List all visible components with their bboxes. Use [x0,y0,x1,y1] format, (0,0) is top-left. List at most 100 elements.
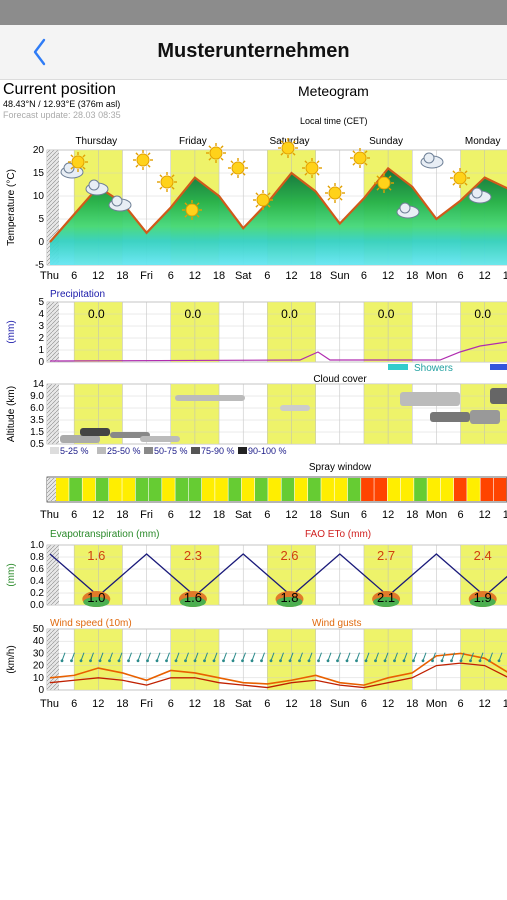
wind-barb [422,652,427,661]
wind-barb [451,652,455,661]
wind-barb [71,652,75,661]
time-axis-label: 12 [285,270,297,282]
cloud-patch [175,395,245,401]
temperature-line [49,166,507,243]
sun-icon [253,190,273,210]
evapo-ytick: 0.8 [30,552,44,563]
cloud-ytick: 9.0 [30,391,44,402]
precip-ylabel: (mm) [6,320,17,343]
time-axis-label: 18 [213,509,225,521]
cloud-patch [110,432,150,438]
temp-ytick: 0 [38,237,44,248]
time-axis-label: 18 [116,509,128,521]
time-axis-label: 18 [406,698,418,710]
evapo-past-strip [47,545,59,605]
time-axis-label: Mon [426,509,447,521]
spray-window-cell [175,478,189,501]
cloud-patch [430,412,470,422]
wind-barb [232,652,237,661]
eto-value: 2.4 [474,548,492,563]
time-axis-label: 18 [406,509,418,521]
spray-window-cell [400,478,414,501]
cloud-icon [108,195,132,212]
time-axis-label: Sat [235,270,252,282]
day-label: Friday [179,136,207,147]
wind-barb [194,652,199,661]
spray-window-cell [228,478,242,501]
evapo-ytick: 1.0 [30,540,44,551]
time-axis-label: 18 [503,270,507,282]
spray-window-cell [254,478,268,501]
cloud-ytick: 0.5 [30,439,44,450]
time-axis-label: 12 [189,698,201,710]
time-axis-label: 12 [382,270,394,282]
spray-window-cell [268,478,281,501]
precip-past-strip [47,302,59,362]
wind-barb [80,652,85,661]
time-axis-label: Fri [140,509,153,521]
time-axis-label: Fri [140,270,153,282]
wind-barb [204,652,208,661]
wind-ytick: 10 [33,673,45,684]
cloud-icon [468,187,492,204]
cloud-past-strip [47,384,59,444]
wind-ytick: 40 [33,636,45,647]
time-axis-label: 12 [479,270,491,282]
meteogram-canvas: ThursdayFridaySaturdaySundayMondayTuesda… [6,136,507,710]
time-axis-label: 12 [479,509,491,521]
cloud-icon [420,152,444,169]
wind-speed-label: Wind speed (10m) [50,618,132,629]
wind-barb [156,652,161,661]
et-bump-green [469,597,496,607]
cloud-patch [490,388,507,404]
sun-icon [450,168,470,188]
precip-ytick: 4 [38,309,44,320]
wind-barb [318,652,322,661]
spray-window-cell [334,478,348,501]
time-axis-label: 6 [71,270,77,282]
precip-ytick: 1 [38,345,44,356]
local-time-label: Local time (CET) [300,116,368,126]
temp-ytick: 10 [33,191,45,202]
time-axis-label: 18 [116,698,128,710]
time-axis-label: 12 [92,698,104,710]
wind-barb [403,652,408,661]
evapo-ytick: 0.4 [30,576,44,587]
et-bump-green [179,597,206,607]
showers-legend-swatch [388,364,408,370]
empty-area [0,720,507,900]
wind-barb [166,652,170,661]
sun-icon [157,172,177,192]
cloud-icon [396,202,420,219]
cloud-legend-swatch [50,447,59,454]
cloud-patch [80,428,110,436]
meteogram[interactable]: Current position 48.43°N / 12.93°E (376m… [0,80,507,720]
sun-icon [374,173,394,193]
sun-icon [228,158,248,178]
evapo-ytick: 0.6 [30,564,44,575]
spray-window-cell [148,478,162,501]
time-axis-label: Thu [40,698,59,710]
sun-icon [68,152,88,172]
cloud-cover-label: Cloud cover [313,374,367,385]
spray-window-cell [361,478,374,501]
time-axis-label: 18 [503,509,507,521]
spray-window-cell [162,478,175,501]
wind-ytick: 50 [33,624,45,635]
wind-speed-line [49,662,507,689]
time-axis-label: 6 [168,270,174,282]
spray-window-cell [215,478,228,501]
cloud-legend-swatch [191,447,200,454]
time-axis-label: 12 [479,698,491,710]
wind-barb [261,652,265,661]
spray-window-cell [281,478,295,501]
position-coords: 48.43°N / 12.93°E (376m asl) [3,99,121,109]
et-bump-green [83,597,110,607]
time-axis-label: 6 [264,698,270,710]
wind-barb [327,652,332,661]
et-value: 1.6 [184,590,202,605]
time-axis-label: 18 [213,270,225,282]
wind-barb [460,652,465,661]
time-axis-label: Fri [140,698,153,710]
back-button[interactable] [22,35,62,69]
